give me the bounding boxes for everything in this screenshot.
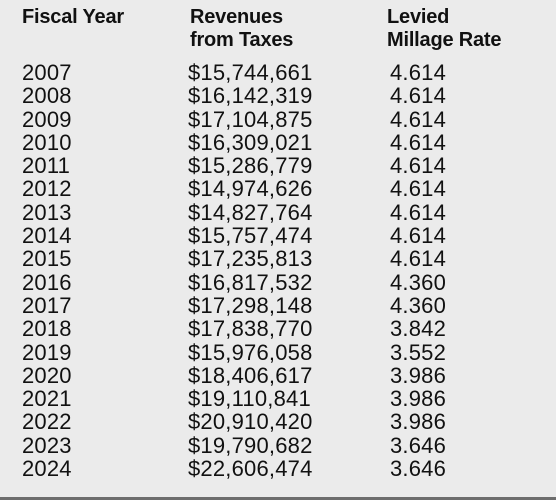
cell-fiscal-year: 2019 (22, 339, 72, 365)
cell-fiscal-year: 2013 (22, 199, 72, 225)
table-row: 2014 $15,757,474 4.614 (0, 224, 556, 247)
cell-revenue: $15,744,661 (188, 60, 313, 85)
cell-revenue: $17,104,875 (188, 106, 313, 132)
header-fiscal-year: Fiscal Year (22, 6, 124, 28)
cell-millage-rate: 3.646 (390, 432, 447, 458)
cell-millage-rate: 3.646 (390, 456, 447, 482)
table-row: 2016 $16,817,532 4.360 (0, 271, 556, 294)
table-row: 2017 $17,298,148 4.360 (0, 294, 556, 317)
cell-fiscal-year: 2024 (22, 456, 72, 482)
table-row: 2018 $17,838,770 3.842 (0, 317, 556, 340)
cell-revenue: $14,974,626 (188, 176, 313, 202)
cell-fiscal-year: 2017 (22, 292, 72, 318)
table-row: 2009 $17,104,875 4.614 (0, 108, 556, 131)
table-row: 2024 $22,606,474 3.646 (0, 457, 556, 480)
cell-millage-rate: 3.842 (390, 316, 447, 342)
table-row: 2021 $19,110,841 3.986 (0, 387, 556, 410)
table-row: 2007 $15,744,661 4.614 (0, 61, 556, 84)
table-row: 2015 $17,235,813 4.614 (0, 247, 556, 270)
cell-revenue: $17,298,148 (188, 292, 313, 318)
cell-millage-rate: 4.360 (390, 292, 447, 318)
cell-millage-rate: 3.986 (390, 362, 447, 388)
cell-revenue: $17,235,813 (188, 246, 313, 272)
table-row: 2011 $15,286,779 4.614 (0, 154, 556, 177)
cell-millage-rate: 4.614 (390, 199, 447, 225)
cell-fiscal-year: 2015 (22, 246, 72, 272)
cell-revenue: $14,827,764 (188, 199, 313, 225)
table-row: 2023 $19,790,682 3.646 (0, 434, 556, 457)
cell-fiscal-year: 2007 (22, 60, 72, 85)
cell-fiscal-year: 2014 (22, 223, 72, 249)
cell-millage-rate: 3.986 (390, 409, 447, 435)
cell-fiscal-year: 2011 (22, 153, 71, 179)
table-row: 2013 $14,827,764 4.614 (0, 201, 556, 224)
cell-revenue: $17,838,770 (188, 316, 313, 342)
cell-millage-rate: 4.614 (390, 60, 447, 85)
bottom-divider (0, 497, 556, 500)
cell-millage-rate: 4.614 (390, 246, 447, 272)
cell-revenue: $18,406,617 (188, 362, 313, 388)
cell-fiscal-year: 2016 (22, 269, 72, 295)
cell-millage-rate: 3.986 (390, 386, 447, 412)
cell-fiscal-year: 2008 (22, 83, 72, 109)
cell-revenue: $15,286,779 (188, 153, 313, 179)
cell-revenue: $22,606,474 (188, 456, 313, 482)
cell-millage-rate: 4.614 (390, 223, 447, 249)
cell-revenue: $19,790,682 (188, 432, 313, 458)
cell-revenue: $20,910,420 (188, 409, 313, 435)
cell-millage-rate: 4.614 (390, 176, 447, 202)
cell-fiscal-year: 2012 (22, 176, 72, 202)
table-row: 2019 $15,976,058 3.552 (0, 341, 556, 364)
cell-millage-rate: 3.552 (390, 339, 447, 365)
cell-revenue: $16,142,319 (188, 83, 313, 109)
cell-millage-rate: 4.614 (390, 153, 447, 179)
cell-fiscal-year: 2010 (22, 129, 72, 155)
cell-fiscal-year: 2018 (22, 316, 72, 342)
cell-millage-rate: 4.614 (390, 83, 447, 109)
header-revenues-from-taxes: Revenues from Taxes (190, 6, 294, 51)
table-row: 2010 $16,309,021 4.614 (0, 131, 556, 154)
cell-fiscal-year: 2020 (22, 362, 72, 388)
cell-fiscal-year: 2021 (22, 386, 72, 412)
cell-fiscal-year: 2023 (22, 432, 72, 458)
cell-revenue: $15,976,058 (188, 339, 313, 365)
cell-millage-rate: 4.614 (390, 129, 447, 155)
header-levied-millage-rate: Levied Millage Rate (387, 6, 502, 51)
table-row: 2012 $14,974,626 4.614 (0, 177, 556, 200)
table-body: 2007 $15,744,661 4.614 2008 $16,142,319 4.614… (0, 61, 556, 480)
table-row: 2020 $18,406,617 3.986 (0, 364, 556, 387)
table-row: 2022 $20,910,420 3.986 (0, 410, 556, 433)
cell-fiscal-year: 2022 (22, 409, 72, 435)
cell-revenue: $16,817,532 (188, 269, 313, 295)
cell-revenue: $19,110,841 (188, 386, 311, 412)
cell-millage-rate: 4.614 (390, 106, 447, 132)
cell-revenue: $15,757,474 (188, 223, 313, 249)
cell-millage-rate: 4.360 (390, 269, 447, 295)
table-row: 2008 $16,142,319 4.614 (0, 84, 556, 107)
table-header: Fiscal Year Revenues from Taxes Levied M… (0, 6, 556, 56)
cell-fiscal-year: 2009 (22, 106, 72, 132)
cell-revenue: $16,309,021 (188, 129, 313, 155)
